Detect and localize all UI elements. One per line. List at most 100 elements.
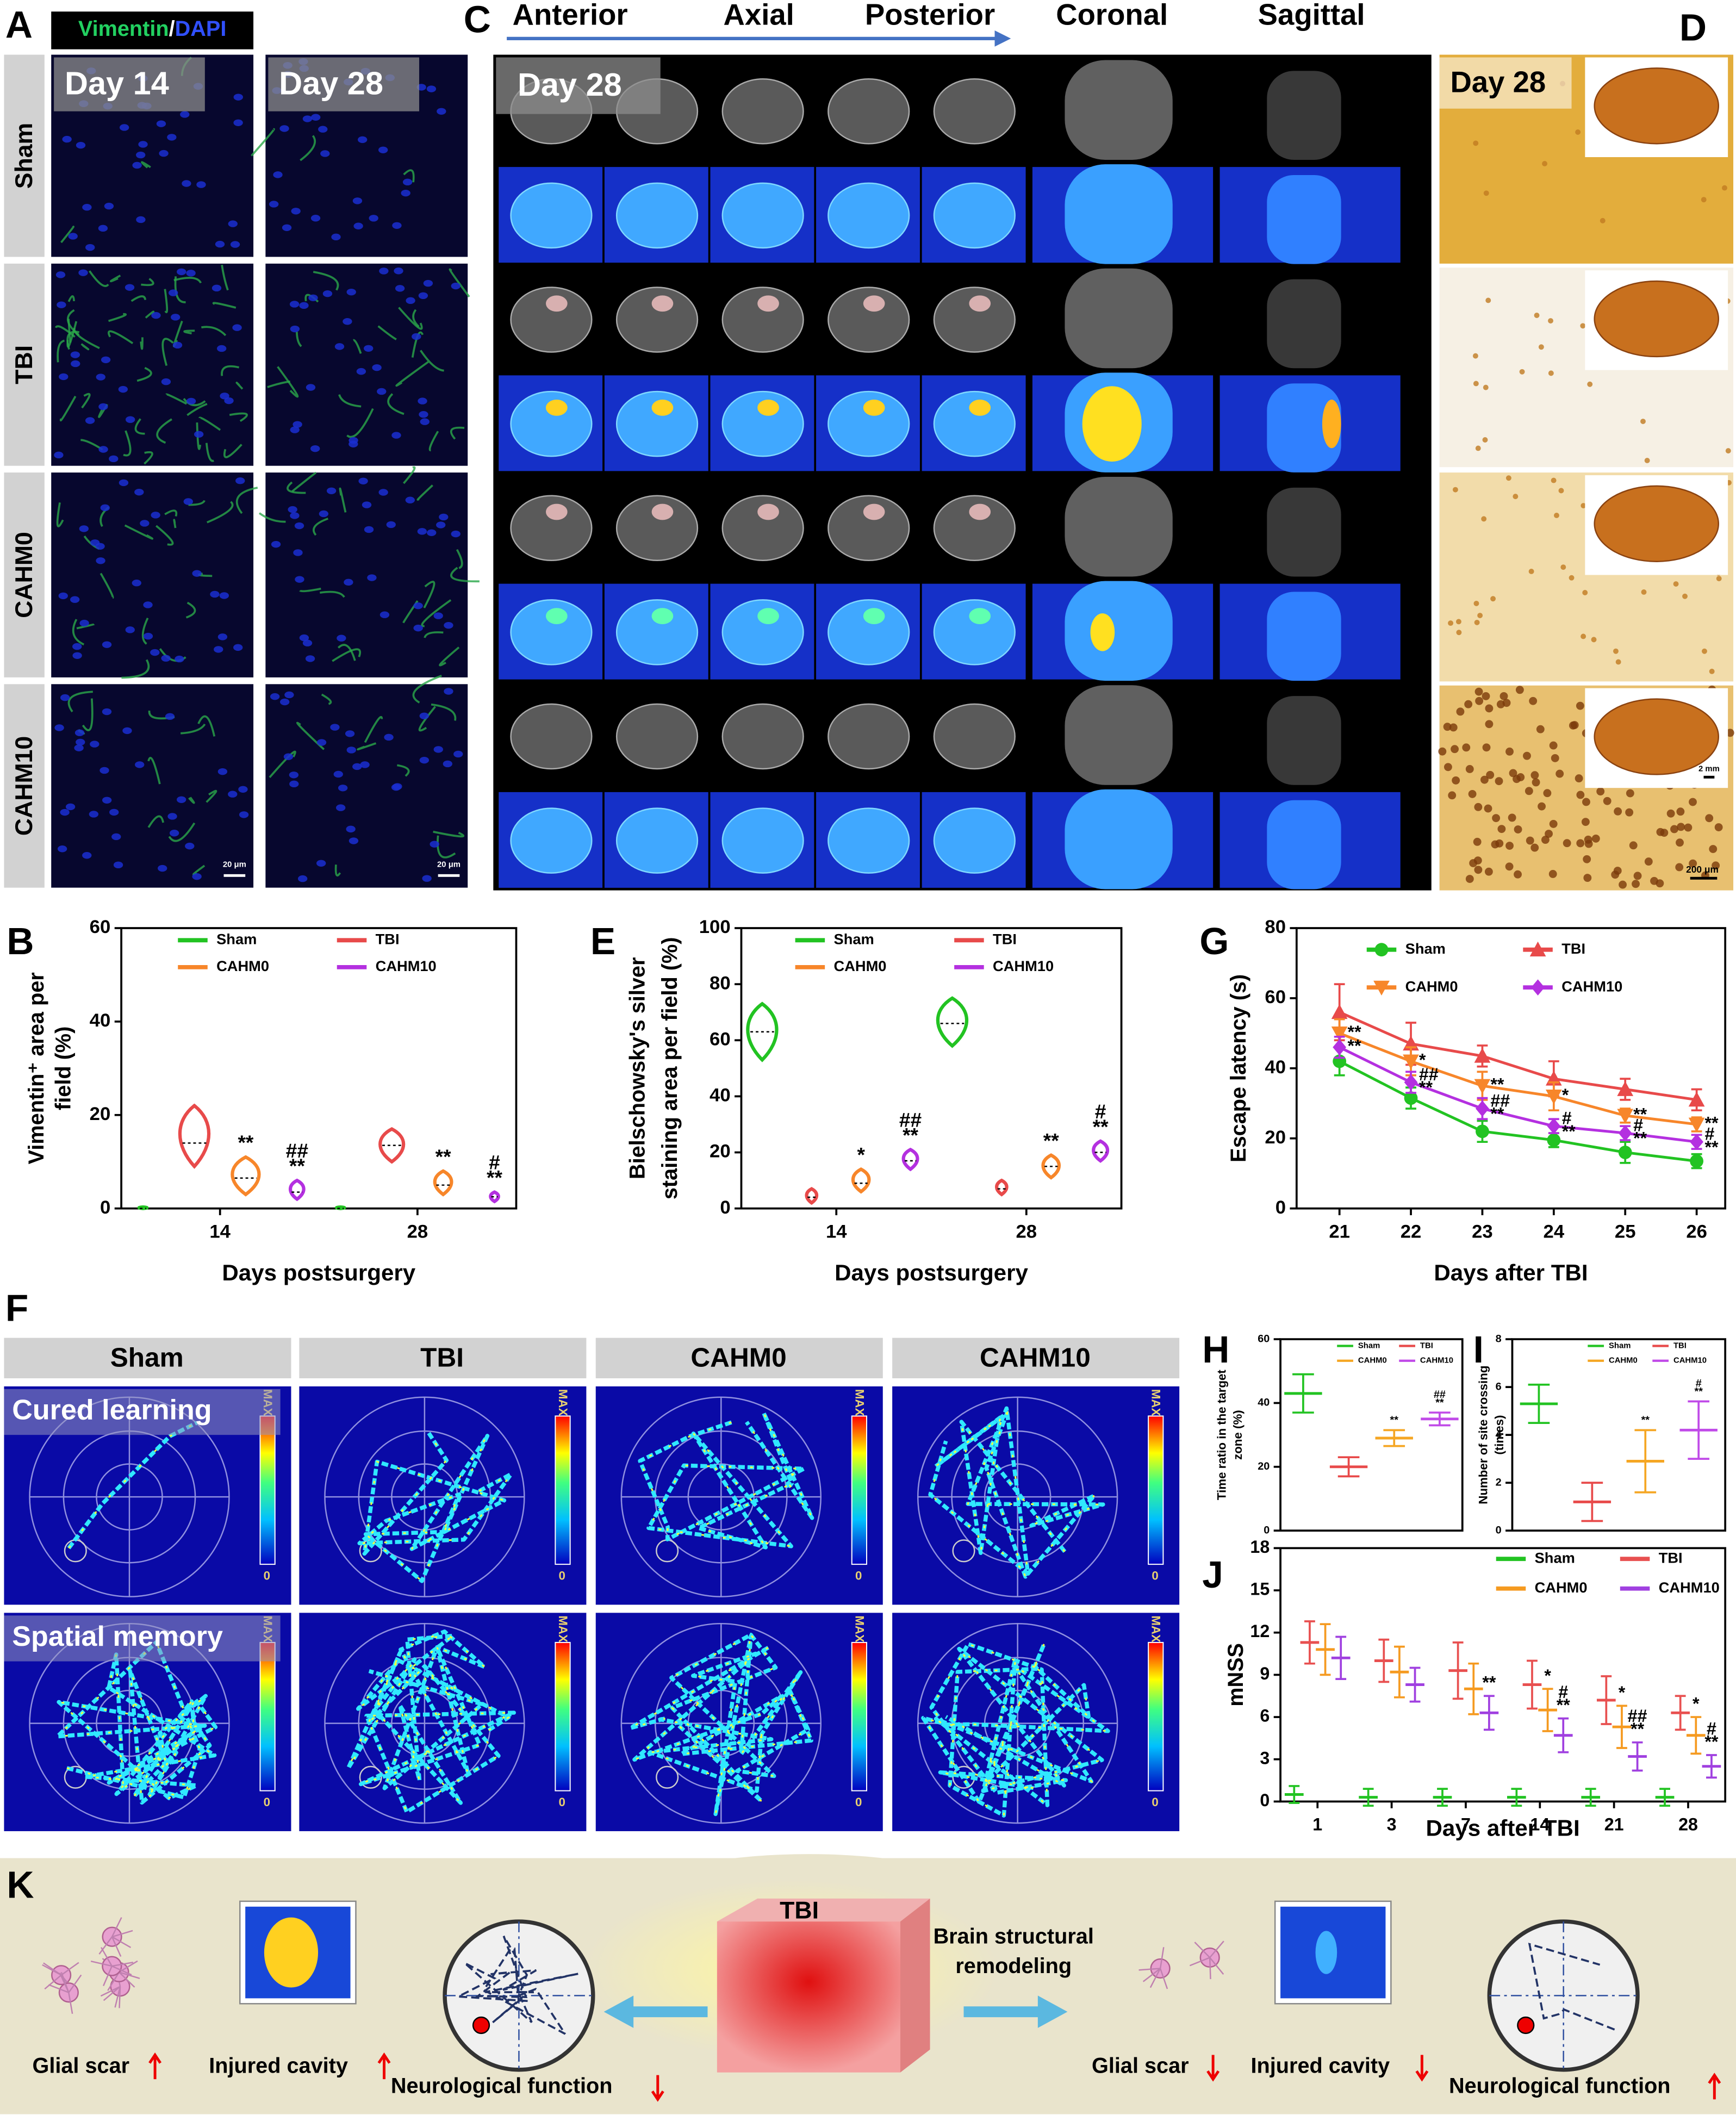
nucleus (186, 397, 196, 405)
neuron (1456, 630, 1462, 636)
tbi-cube (717, 1921, 900, 2073)
neuron (1558, 488, 1564, 494)
neuron (1632, 880, 1640, 888)
y-tick-label: 0 (720, 1197, 730, 1218)
nucleus (316, 739, 327, 746)
neuron (1499, 692, 1508, 700)
x-tick-label: 24 (1544, 1221, 1565, 1242)
nucleus (356, 368, 366, 375)
axial-slice (827, 78, 910, 145)
vimentin-fiber (164, 509, 178, 517)
neuron (1482, 692, 1490, 700)
coronal-slice (1065, 685, 1173, 785)
panel-label: C (464, 0, 491, 40)
nucleus (289, 780, 299, 788)
vimentin-fiber (141, 278, 154, 287)
nucleus (392, 222, 402, 229)
glial-process (103, 1986, 121, 2001)
nucleus (135, 761, 145, 768)
nucleus (180, 111, 190, 118)
legend-label: CAHM0 (1405, 978, 1458, 994)
neuron (1492, 814, 1501, 823)
glial-process (114, 1986, 121, 2008)
glial-process (48, 1984, 69, 1993)
outcome-label: Injured cavity (209, 2054, 348, 2077)
nucleus (176, 796, 186, 803)
neuron (1548, 870, 1557, 878)
significance: ## (1434, 1389, 1446, 1401)
y-tick-label: 4 (1496, 1428, 1502, 1440)
y-tick-label: 100 (699, 917, 731, 937)
neuron (1591, 637, 1597, 643)
nucleus (156, 120, 166, 127)
swim-trace (1528, 1943, 1615, 2031)
nucleus (89, 811, 99, 818)
significance: ** (1562, 1122, 1576, 1141)
y-axis-label: staining area per field (%) (658, 937, 682, 1200)
neuron (1702, 648, 1707, 654)
legend-label: TBI (1420, 1341, 1433, 1350)
colorbar (259, 1641, 276, 1791)
vimentin-fiber (277, 366, 299, 398)
significance: # (1704, 1124, 1714, 1144)
significance: # (489, 1151, 500, 1174)
nucleus (98, 403, 108, 410)
vimentin-fiber (424, 631, 444, 638)
nucleus (175, 655, 184, 663)
vimentin-fiber (235, 487, 258, 514)
y-tick-label: 40 (90, 1010, 111, 1031)
legend-label: CAHM0 (216, 957, 269, 974)
glial-process (100, 1986, 121, 1997)
neuron (1530, 843, 1539, 852)
nucleus (319, 510, 329, 518)
nucleus (96, 374, 105, 381)
neuron (1555, 769, 1564, 778)
colorbar (259, 1415, 276, 1565)
row-label-box (4, 1615, 281, 1662)
neuron (1587, 381, 1593, 387)
neuron (1684, 823, 1693, 832)
neuron (1456, 707, 1465, 716)
neuron (1536, 725, 1545, 733)
y-axis-label: zone (%) (1231, 1410, 1245, 1460)
y-axis-label: Bielschowsky's silver (626, 957, 650, 1179)
neuron (1483, 384, 1489, 390)
neuron (1548, 370, 1554, 376)
nucleus (104, 202, 114, 210)
lesion (1322, 399, 1341, 449)
vimentin-fiber (423, 581, 435, 608)
nucleus (136, 151, 146, 159)
nucleus (99, 767, 109, 774)
axial-slice (721, 78, 804, 145)
nucleus (169, 830, 179, 837)
legend-label: CAHM0 (1535, 1579, 1588, 1596)
neuron (1438, 747, 1447, 756)
nucleus (109, 455, 119, 463)
lesion (757, 399, 779, 416)
brain-thumbnail (1594, 280, 1720, 358)
nucleus (167, 134, 177, 141)
y-axis-label: Escape latency (s) (1227, 974, 1250, 1162)
violin (936, 996, 969, 1048)
significance: ** (1490, 1104, 1504, 1124)
significance: # (1558, 1682, 1568, 1702)
nucleus (418, 292, 428, 300)
nucleus (305, 655, 315, 662)
vimentin-fiber (299, 587, 321, 593)
panel-label: H (1202, 1328, 1229, 1371)
lesion (651, 295, 674, 312)
nucleus (290, 426, 300, 433)
nucleus (151, 512, 160, 519)
legend-label: TBI (1561, 940, 1585, 957)
glial-process (1159, 1968, 1168, 1989)
nucleus (172, 341, 183, 349)
column-header (892, 1338, 1180, 1379)
significance: # (1562, 1109, 1572, 1128)
neuron (1462, 743, 1471, 752)
vimentin-fiber (287, 481, 306, 494)
vimentin-fiber (456, 549, 463, 569)
nucleus (111, 833, 121, 841)
glial-process (1209, 1957, 1224, 1975)
x-tick-label: 14 (209, 1221, 231, 1242)
